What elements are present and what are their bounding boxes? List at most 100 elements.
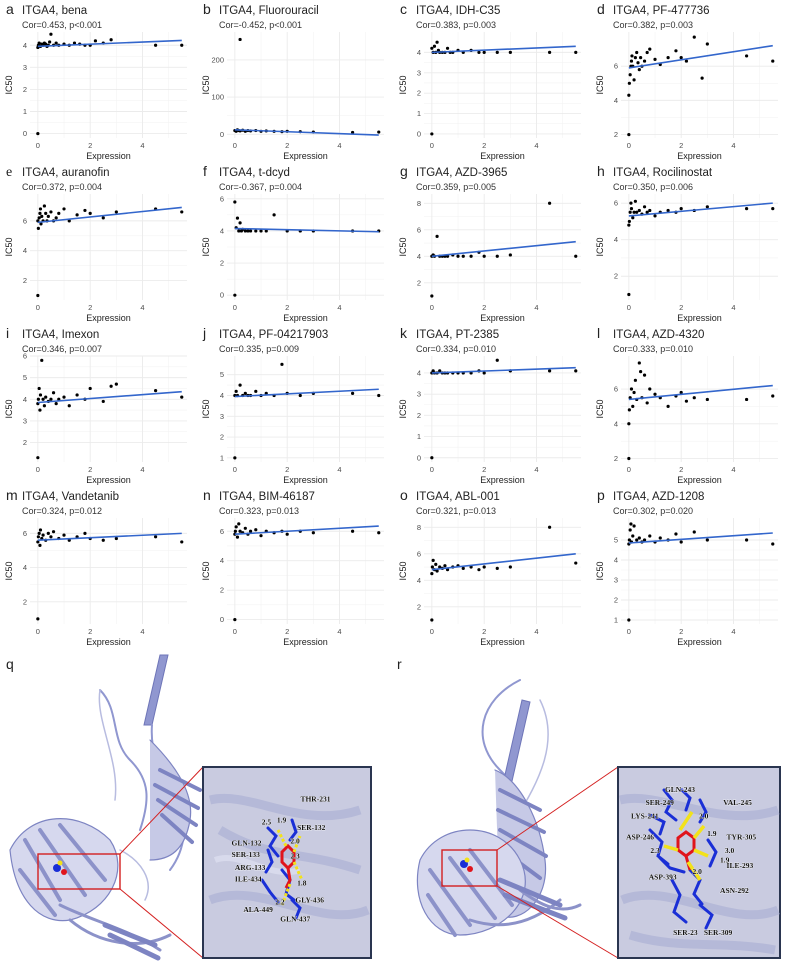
y-axis-title: IC50: [398, 237, 408, 256]
data-point: [674, 49, 678, 53]
data-point: [88, 386, 92, 391]
data-point: [639, 56, 643, 60]
y-tick-label: 2: [614, 130, 618, 139]
data-point: [495, 358, 499, 362]
data-point: [233, 293, 237, 297]
data-point: [377, 531, 381, 535]
y-tick-label: 1: [417, 432, 421, 441]
panel-letter-b: b: [203, 1, 211, 17]
distance-label: 1.9: [277, 815, 287, 824]
data-point: [248, 229, 253, 233]
data-point: [627, 422, 631, 426]
data-point: [627, 93, 631, 97]
residue-label: GLN-132: [232, 838, 262, 847]
data-point: [430, 132, 434, 136]
data-point: [75, 393, 79, 397]
data-point: [477, 568, 481, 572]
residue-label: SER-133: [232, 850, 261, 859]
data-point: [482, 371, 486, 375]
panel-stats: Cor=0.346, p=0.007: [22, 344, 102, 354]
panel-title: ITGA4, ABL-001: [416, 491, 500, 503]
y-tick-label: 6: [23, 352, 27, 361]
scatter-panel-k: k ITGA4, PT-2385 Cor=0.334, p=0.010 0 2 4 0 1 2 3…: [398, 325, 581, 485]
x-axis-title: Expression: [86, 151, 131, 161]
panel-letter-r: r: [397, 656, 402, 672]
data-point: [46, 214, 50, 218]
data-point: [38, 393, 43, 397]
residue-label: ILE-293: [727, 861, 754, 870]
y-tick-label: 2: [220, 586, 224, 595]
panel-stats: Cor=0.350, p=0.006: [613, 182, 693, 192]
data-point: [36, 293, 40, 298]
data-point: [38, 211, 42, 216]
y-tick-label: 5: [614, 536, 618, 545]
x-axis-title: Expression: [677, 475, 722, 485]
x-tick-label: 4: [337, 465, 341, 474]
distance-label: 2.5: [262, 817, 272, 826]
x-tick-label: 4: [140, 303, 144, 312]
data-point: [42, 404, 46, 408]
panel-title: ITGA4, Imexon: [22, 329, 99, 341]
data-point: [692, 35, 696, 39]
data-point: [259, 229, 263, 233]
residue-label: SER-23: [673, 928, 698, 937]
x-tick-label: 2: [482, 465, 486, 474]
data-point: [233, 617, 237, 622]
x-tick-label: 2: [285, 465, 289, 474]
data-point: [36, 540, 40, 544]
data-point: [771, 207, 775, 211]
y-tick-label: 3: [23, 63, 27, 72]
data-point: [430, 46, 434, 50]
data-point: [679, 540, 683, 544]
y-tick-label: 1: [220, 453, 224, 462]
data-point: [237, 229, 241, 233]
x-tick-label: 2: [285, 141, 289, 150]
data-point: [443, 564, 447, 568]
scatter-panel-e: e ITGA4, auranofin Cor=0.372, p=0.004 0 2 4 2 4…: [4, 165, 187, 323]
data-point: [745, 207, 749, 211]
data-point: [658, 536, 662, 540]
zoom-line-bottom-q: [119, 888, 204, 959]
x-tick-label: 0: [430, 465, 434, 474]
data-point: [40, 358, 44, 362]
data-point: [574, 369, 578, 373]
data-point: [432, 44, 437, 48]
data-point: [627, 81, 631, 85]
y-tick-label: 6: [614, 385, 618, 394]
zoom-line-top-r: [496, 766, 619, 851]
x-tick-label: 0: [627, 303, 631, 312]
data-point: [637, 208, 641, 213]
data-point: [461, 254, 465, 258]
y-tick-label: 4: [23, 395, 27, 404]
panel-letter-i: i: [6, 325, 9, 341]
data-point: [679, 390, 683, 395]
data-point: [548, 369, 552, 373]
y-tick-label: 4: [23, 246, 27, 255]
data-point: [508, 50, 512, 54]
data-point: [633, 56, 637, 60]
residue-label: SER-132: [297, 823, 326, 832]
y-tick-label: 4: [220, 391, 224, 400]
data-point: [679, 207, 683, 211]
data-point: [351, 130, 355, 135]
plot-area: [227, 356, 384, 462]
y-axis-title: IC50: [201, 237, 211, 256]
y-axis-title: IC50: [398, 75, 408, 94]
y-tick-label: 6: [417, 549, 421, 558]
y-axis-title: IC50: [595, 237, 605, 256]
residue-label: ASP-393: [649, 873, 677, 882]
data-point: [46, 531, 50, 535]
residue-label: LYS-241: [631, 812, 659, 821]
panel-title: ITGA4, PF-04217903: [219, 329, 328, 341]
x-tick-label: 0: [430, 627, 434, 636]
panel-letter-g: g: [400, 163, 408, 179]
y-tick-label: 5: [23, 373, 27, 382]
plot-area: [424, 356, 581, 462]
data-point: [637, 361, 641, 365]
y-tick-label: 4: [23, 41, 27, 50]
y-axis-title: IC50: [398, 561, 408, 580]
residue-label: GLY-436: [295, 896, 324, 905]
data-point: [633, 199, 637, 203]
x-tick-label: 0: [36, 627, 40, 636]
residue-label: ASP-246: [626, 833, 654, 842]
